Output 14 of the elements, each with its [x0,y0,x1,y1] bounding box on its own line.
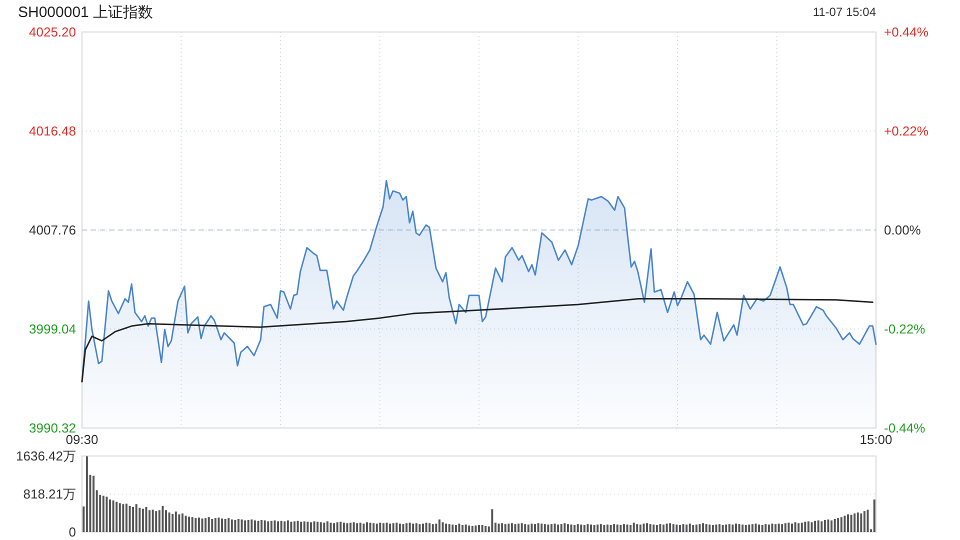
y2-tick-label: 0.00% [884,222,922,238]
y2-tick-label: -0.22% [884,322,926,336]
y-tick-label: 4007.76 [29,222,76,238]
y-tick-label: 3999.04 [29,322,76,336]
chart-subtitle: 11-07 15:04 [812,5,876,19]
y-tick-label: 818.21万 [23,486,76,502]
y-tick-label: 4025.20 [29,24,76,40]
y-tick-label: 0 [68,524,76,540]
y2-tick-label: +0.22% [884,124,929,138]
y-tick-label: 4016.48 [29,124,76,138]
y2-tick-label: +0.44% [884,24,929,40]
chart-title: SH000001 上证指数 [18,4,154,21]
line-series [81,298,874,382]
y-tick-label: 1636.42万 [16,448,76,464]
